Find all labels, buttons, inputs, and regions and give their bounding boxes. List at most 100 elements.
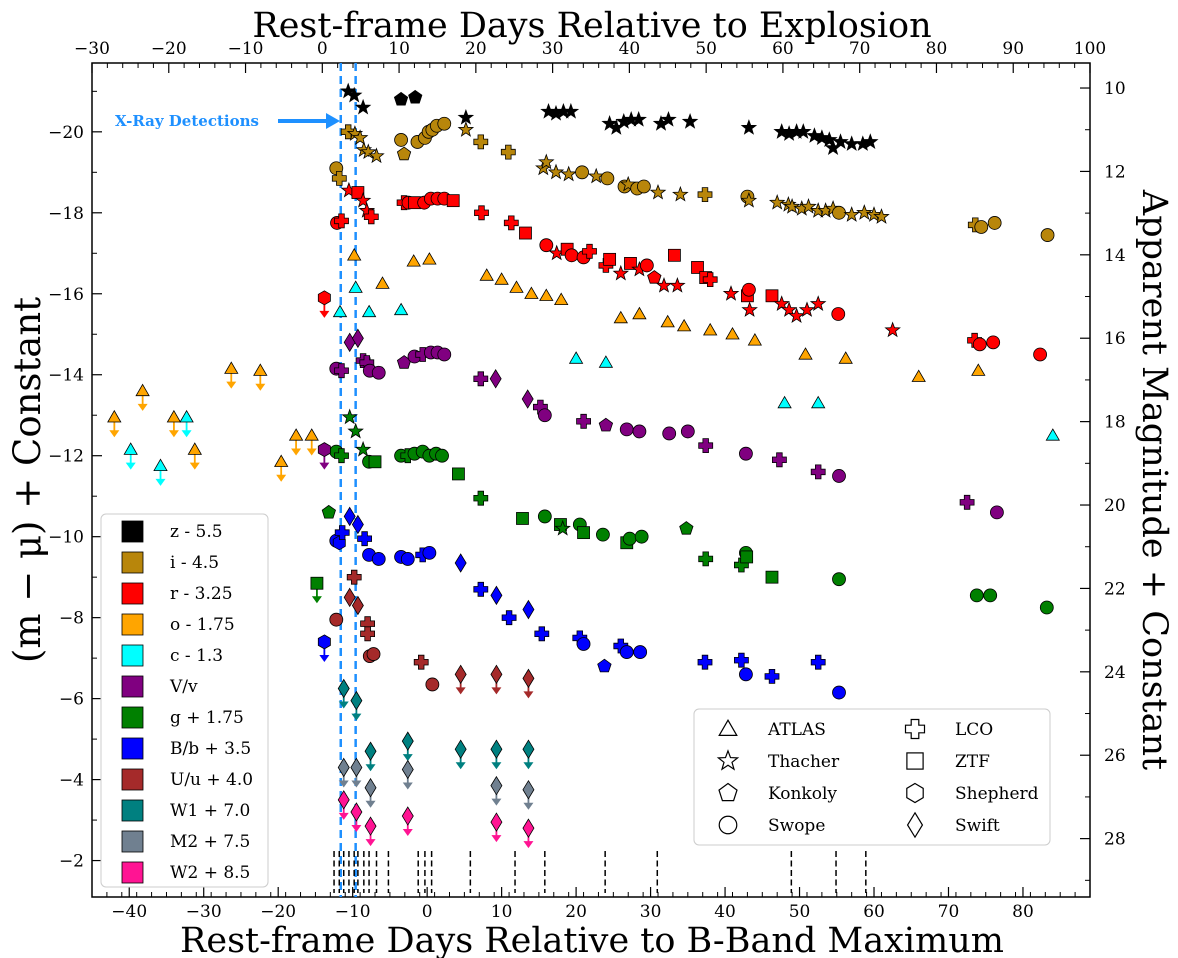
upper-limit-point [317, 442, 331, 458]
data-point [660, 111, 677, 127]
legend-swatch [121, 768, 144, 791]
upper-limit-point [187, 442, 202, 455]
upper-limit-arrowhead [168, 430, 179, 438]
data-point [765, 570, 779, 584]
data-point [811, 395, 826, 409]
data-point [437, 116, 452, 131]
series-r [330, 181, 1047, 362]
data-point [375, 276, 390, 289]
legend-swatch [121, 706, 144, 729]
upper-limit-point [401, 759, 414, 780]
data-point [697, 654, 713, 670]
legend-swatch [121, 582, 144, 605]
data-point [698, 551, 714, 567]
upper-limit-arrowhead [291, 448, 302, 456]
data-point [613, 310, 628, 324]
data-point [725, 327, 740, 340]
upper-limit-point [224, 361, 239, 374]
upper-limit-point [454, 739, 467, 759]
legend-filter-label: W1 + 7.0 [170, 801, 250, 821]
data-point [740, 192, 758, 208]
upper-limit-arrowhead [276, 474, 287, 482]
data-point [363, 209, 379, 225]
data-point [562, 102, 580, 119]
data-point [612, 264, 630, 281]
data-point [394, 133, 408, 147]
upper-limit-point [401, 806, 414, 826]
legend-swatch [121, 830, 144, 853]
upper-limit-arrowhead [351, 713, 362, 721]
upper-limit-point [401, 731, 414, 751]
upper-limit-arrowhead [351, 824, 362, 832]
data-point [809, 295, 827, 311]
x-tick-label: 10 [491, 902, 513, 922]
data-point [603, 252, 617, 266]
data-point [832, 133, 849, 149]
data-point [974, 220, 989, 234]
data-point [400, 552, 415, 566]
legend-swatch [121, 520, 144, 543]
data-point [473, 490, 489, 506]
data-point [368, 147, 385, 164]
right-y-tick-label: 22 [1104, 579, 1126, 599]
data-point [345, 86, 363, 103]
y-tick-label: −16 [48, 285, 84, 305]
data-point [972, 337, 987, 352]
data-point [329, 612, 344, 627]
legend-filter-label: o - 1.75 [170, 615, 235, 635]
top-x-tick-label: 80 [926, 39, 948, 59]
top-x-tick-label: 40 [619, 39, 641, 59]
data-point [539, 288, 554, 301]
data-point [408, 89, 423, 104]
data-point [983, 588, 998, 603]
data-point [810, 654, 826, 670]
legend-telescope-label: ZTF [955, 752, 990, 772]
data-point [703, 322, 718, 336]
right-y-tick-label: 14 [1104, 246, 1126, 266]
upper-limit-arrowhead [109, 430, 120, 438]
plot-border [91, 62, 1091, 898]
data-point [832, 205, 846, 220]
legend-telescope-label: Swift [955, 816, 1000, 836]
legend-filter-label: i - 4.5 [170, 553, 219, 573]
data-point [516, 512, 529, 525]
upper-limit-point [454, 664, 467, 685]
data-point [351, 129, 369, 145]
upper-limit-arrowhead [338, 701, 349, 709]
top-x-tick-label: 20 [465, 39, 487, 59]
top-x-tick-label: −20 [151, 39, 187, 59]
data-point [773, 295, 790, 311]
upper-limit-arrowhead [523, 691, 534, 699]
data-point [522, 599, 535, 620]
data-point [634, 529, 649, 544]
data-point [672, 185, 689, 202]
data-point [534, 626, 550, 642]
right-y-tick-label: 18 [1104, 413, 1126, 433]
data-point [540, 102, 557, 119]
upper-limit-point [304, 428, 319, 441]
upper-limit-point [490, 739, 503, 759]
upper-limit-arrowhead [491, 835, 502, 843]
data-point [619, 422, 634, 437]
data-point [1040, 228, 1055, 242]
data-point [832, 685, 846, 700]
upper-limit-arrowhead [338, 812, 349, 820]
data-point [838, 351, 853, 364]
data-point [655, 277, 673, 293]
upper-limit-arrowhead [226, 381, 237, 389]
data-point [783, 198, 801, 214]
legend-swatch [121, 551, 144, 574]
legend-swatch [121, 675, 144, 698]
data-point [747, 332, 762, 346]
upper-limit-point [337, 790, 350, 810]
upper-limit-arrowhead [365, 800, 376, 808]
upper-limit-point [337, 678, 350, 699]
data-point [780, 301, 798, 317]
series-V [329, 328, 1004, 520]
filter-legend-box [100, 513, 269, 888]
data-point [568, 351, 584, 364]
data-point [406, 254, 421, 267]
data-point [489, 369, 502, 389]
upper-limit-arrowhead [319, 654, 330, 662]
